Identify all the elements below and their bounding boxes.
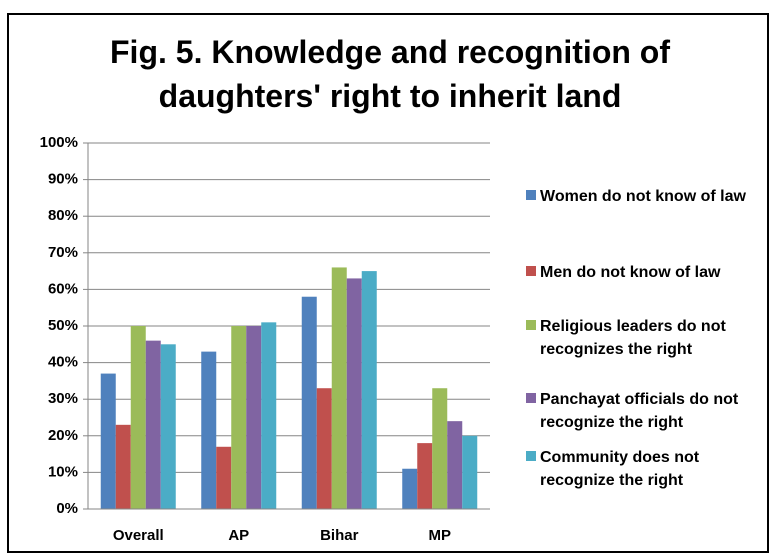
bar <box>145 340 161 509</box>
y-tick-label: 80% <box>48 207 78 224</box>
legend-swatch <box>526 451 536 461</box>
legend-label: Religious leaders do not recognizes the … <box>540 318 726 358</box>
bar <box>402 468 418 509</box>
legend-label: Women do not know of law <box>540 188 746 205</box>
bar <box>261 322 277 509</box>
y-tick-label: 10% <box>48 463 78 480</box>
bar <box>115 424 131 509</box>
y-tick-label: 30% <box>48 390 78 407</box>
bar <box>301 296 317 509</box>
bar <box>246 326 262 509</box>
legend-label: Men do not know of law <box>540 264 721 281</box>
legend-label: Panchayat officials do not recognize the… <box>540 391 739 431</box>
bar <box>231 326 247 509</box>
x-tick-label: Bihar <box>320 527 359 544</box>
bar <box>462 435 478 509</box>
y-tick-label: 90% <box>48 171 78 188</box>
y-tick-label: 60% <box>48 280 78 297</box>
chart-title: Fig. 5. Knowledge and recognition of dau… <box>110 34 670 114</box>
y-tick-label: 100% <box>40 134 78 151</box>
y-tick-label: 0% <box>56 500 78 517</box>
x-tick-label: MP <box>429 527 452 544</box>
y-tick-label: 50% <box>48 317 78 334</box>
bar <box>160 344 176 509</box>
legend-label: Community does not recognize the right <box>540 449 700 489</box>
legend-swatch <box>526 320 536 330</box>
y-tick-label: 70% <box>48 244 78 261</box>
bar <box>417 443 433 509</box>
bar <box>331 267 347 509</box>
x-tick-label: AP <box>228 527 249 544</box>
legend-swatch <box>526 190 536 200</box>
bar <box>201 351 217 509</box>
y-tick-label: 20% <box>48 427 78 444</box>
bar <box>361 271 377 509</box>
bar <box>100 373 116 509</box>
y-tick-label: 40% <box>48 354 78 371</box>
bar <box>316 388 332 509</box>
bar <box>447 421 463 509</box>
legend-swatch <box>526 393 536 403</box>
x-tick-label: Overall <box>113 527 164 544</box>
bar <box>216 446 232 509</box>
bar <box>346 278 362 509</box>
bar <box>130 326 146 509</box>
bar <box>432 388 448 509</box>
legend-swatch <box>526 266 536 276</box>
